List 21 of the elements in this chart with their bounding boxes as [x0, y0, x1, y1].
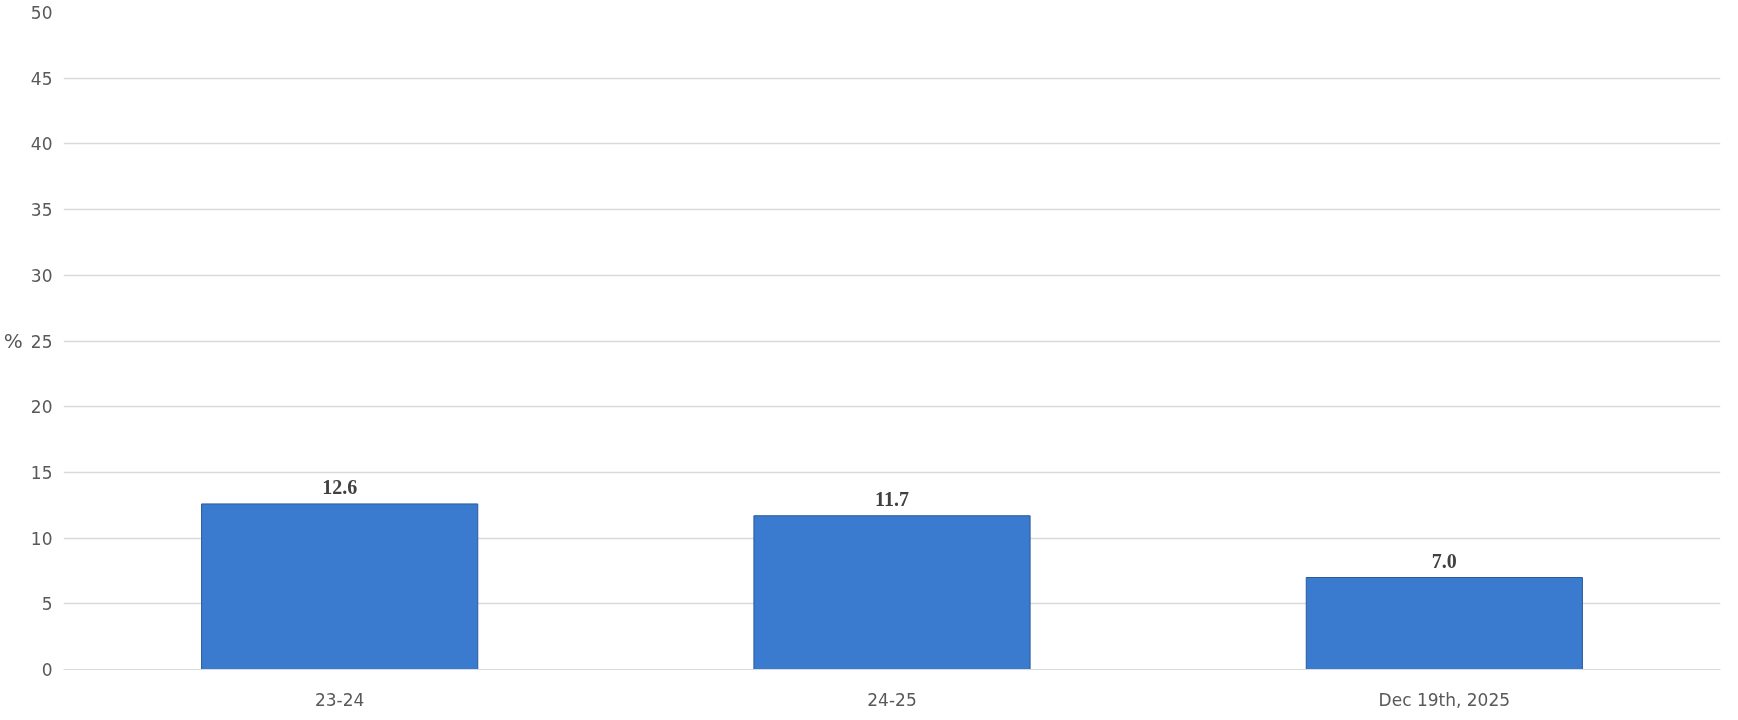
bar	[753, 515, 1031, 670]
y-tick-label: 5	[41, 594, 53, 615]
y-tick-label: 20	[30, 397, 53, 418]
bar	[201, 503, 479, 670]
y-tick-label: 15	[30, 462, 53, 483]
y-tick-label: 0	[41, 660, 53, 680]
data-label: 7.0	[1431, 549, 1457, 572]
data-label: 12.6	[322, 475, 358, 498]
x-tick-label: 24-25	[867, 689, 917, 710]
y-tick-label: 50	[30, 3, 53, 23]
y-tick-label: 45	[30, 68, 53, 89]
y-tick-label: 35	[30, 200, 53, 221]
x-tick-label: Dec 19th, 2025	[1378, 689, 1511, 710]
y-axis-title: %	[3, 329, 23, 353]
y-tick-label: 10	[30, 528, 53, 549]
bar	[1305, 577, 1583, 670]
data-label: 11.7	[875, 487, 909, 510]
y-tick-label: 25	[30, 331, 53, 352]
y-tick-label: 40	[30, 134, 53, 155]
x-tick-label: 23-24	[314, 689, 365, 710]
y-tick-label: 30	[30, 265, 53, 286]
